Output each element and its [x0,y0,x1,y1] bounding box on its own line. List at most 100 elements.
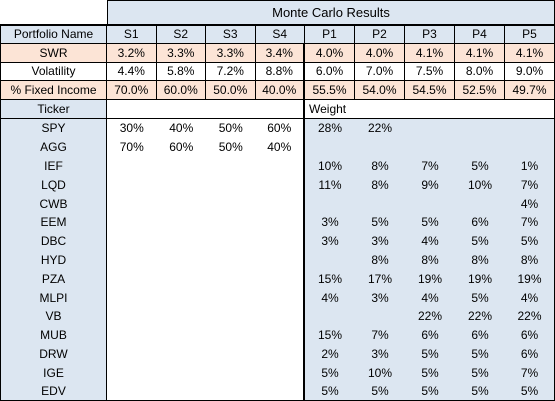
weight-value: 4% [505,194,555,213]
weight-value: 7% [505,363,555,383]
weight-value: 5% [505,382,555,401]
weight-value [455,119,505,138]
weight-value [256,194,305,213]
weight-value [206,345,256,364]
weight-value: 22% [405,307,455,326]
metric-value: 8.0% [455,62,505,82]
weight-value [305,194,355,213]
weight-value: 7% [505,213,555,232]
ticker: EDV [0,382,107,401]
weight-value: 5% [355,382,405,401]
column-header: P2 [355,25,405,44]
ticker: DBC [0,231,107,251]
weight-value [157,213,207,232]
metric-value: 4.0% [355,43,405,63]
metric-value: 3.3% [156,43,206,63]
weight-value: 7% [505,175,555,195]
weight-value: 7% [405,156,455,176]
weight-value [157,157,207,176]
weight-value: 50% [218,121,243,136]
weight-value [107,251,157,270]
weight-value: 5% [455,156,505,176]
ticker: IEF [0,156,107,176]
weight-value: 3% [355,231,405,251]
weight-value [157,307,207,326]
weight-value: 40% [256,137,305,157]
weight-value [305,250,355,270]
weight-value [505,137,555,157]
ticker: PZA [0,269,107,289]
weight-value: 5% [455,344,505,364]
weight-value: 5% [505,231,555,251]
weight-value: 60% [256,119,305,138]
weight-value [405,119,455,138]
weight-value [206,382,256,401]
ticker: MLPI [0,288,107,307]
weight-value: 28% [305,119,355,138]
metric-value: 7.0% [355,62,405,82]
weight-value: 9% [405,175,455,195]
metric-value: 9.0% [505,62,555,82]
weight-value [206,269,256,288]
weight-value [256,231,305,251]
metric-value: 4.1% [505,43,555,63]
weight-value [505,119,555,138]
weight-value [405,194,455,213]
metric-value: 40.0% [255,81,305,101]
weight-value: 3% [355,344,405,364]
ticker: IGE [0,363,107,383]
metric-value: 7.2% [206,62,256,82]
weight-value [157,232,207,251]
weight-value [256,269,305,289]
weight-value [107,382,157,401]
metric-value: 4.1% [455,43,505,63]
weight-value [256,250,305,270]
column-header: S3 [206,25,256,44]
weight-value [107,269,157,288]
weight-value [206,363,256,382]
ticker: CWB [0,194,107,213]
weight-value: 19% [455,269,505,289]
weight-value [206,157,256,176]
weight-value [405,137,455,157]
metric-label: Volatility [0,62,107,82]
weight-value: 3% [305,213,355,232]
weight-value: 6% [455,213,505,232]
metric-value: 4.1% [405,43,455,63]
metric-value: 4.4% [107,62,157,82]
weight-value [256,288,305,307]
weight-value: 30% [119,121,144,136]
weight-value: 2% [305,344,355,364]
weight-value: 60% [169,140,194,155]
metric-value: 52.5% [455,81,505,101]
weight-value [355,307,405,326]
weight-value: 19% [405,269,455,289]
weight-value: 6% [505,325,555,345]
weight-value [107,232,157,251]
weight-value: 5% [305,363,355,383]
metric-value: 60.0% [156,81,206,101]
weight-value: 22% [355,119,405,138]
weight-value: 15% [305,269,355,289]
metric-value: 7.5% [405,62,455,82]
weight-value: 5% [355,213,405,232]
ticker: VB [0,307,107,326]
weight-value [355,194,405,213]
weight-value [256,156,305,176]
weight-value: 5% [455,288,505,307]
weight-value [206,251,256,270]
metric-value: 55.5% [305,81,355,101]
metric-label: % Fixed Income [0,81,107,101]
metric-value: 54.5% [405,81,455,101]
weight-value [157,175,207,194]
weight-value: 6% [505,344,555,364]
metric-value: 70.0% [107,81,157,101]
weight-value: 3% [355,288,405,307]
ticker: DRW [0,344,107,364]
weight-value [107,326,157,345]
weight-value [455,194,505,213]
ticker: LQD [0,175,107,195]
weight-value [206,213,256,232]
weight-value [157,288,207,307]
weight-value: 17% [355,269,405,289]
